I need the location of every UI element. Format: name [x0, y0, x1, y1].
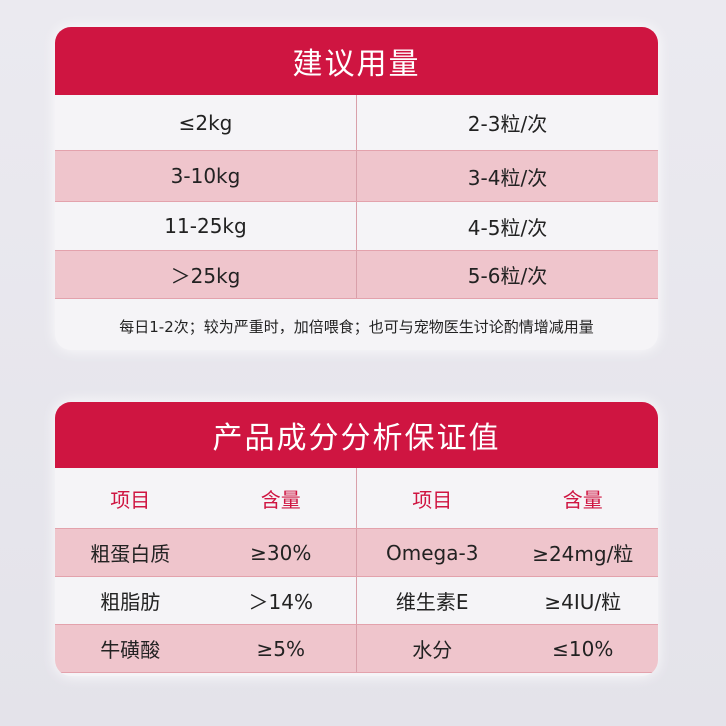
- analysis-half: 项目 含量: [55, 468, 357, 528]
- dosage-row: 3-10kg 3-4粒/次: [55, 151, 658, 202]
- analysis-row: 牛磺酸 ≥5% 水分 ≤10%: [55, 625, 658, 673]
- dosage-card: 建议用量 ≤2kg 2-3粒/次 3-10kg 3-4粒/次 11-25kg 4-5粒/次…: [55, 27, 658, 350]
- analysis-cell: ≤10%: [552, 636, 614, 661]
- analysis-row: 粗脂肪 ＞14% 维生素E ≥4IU/粒: [55, 577, 658, 625]
- dosage-cell: 11-25kg: [55, 202, 357, 250]
- analysis-title: 产品成分分析保证值: [55, 402, 658, 468]
- analysis-half: 粗蛋白质 ≥30%: [55, 529, 357, 576]
- analysis-cell: ≥4IU/粒: [544, 590, 622, 614]
- analysis-half: 维生素E ≥4IU/粒: [357, 577, 658, 624]
- analysis-half: 牛磺酸 ≥5%: [55, 625, 357, 672]
- analysis-cell: ≥5%: [256, 636, 306, 661]
- analysis-cell: 项目: [412, 487, 453, 512]
- analysis-row: 粗蛋白质 ≥30% Omega-3 ≥24mg/粒: [55, 529, 658, 577]
- dosage-cell: 3-10kg: [55, 151, 357, 201]
- dosage-cell: 4-5粒/次: [467, 215, 548, 240]
- analysis-half: 项目 含量: [357, 468, 658, 528]
- dosage-row: ＞25kg 5-6粒/次: [55, 251, 658, 299]
- analysis-cell: 项目: [110, 487, 151, 512]
- analysis-half: Omega-3 ≥24mg/粒: [357, 529, 658, 576]
- dosage-row: 11-25kg 4-5粒/次: [55, 202, 658, 251]
- dosage-cell: ＞25kg: [55, 251, 357, 298]
- analysis-cell: ＞14%: [248, 590, 313, 614]
- analysis-cell: ≥30%: [250, 540, 312, 565]
- analysis-cell: 含量: [260, 487, 301, 512]
- analysis-cell: 含量: [562, 487, 603, 512]
- dosage-table: ≤2kg 2-3粒/次 3-10kg 3-4粒/次 11-25kg 4-5粒/次 ＞25kg…: [55, 95, 658, 299]
- dosage-note: 每日1-2次；较为严重时，加倍喂食；也可与宠物医生讨论酌情增减用量: [119, 318, 594, 336]
- analysis-cell: 牛磺酸: [100, 638, 161, 662]
- analysis-half: 水分 ≤10%: [357, 625, 658, 672]
- analysis-cell: ≥24mg/粒: [532, 542, 634, 566]
- analysis-cell: 粗蛋白质: [90, 542, 171, 566]
- analysis-cell: Omega-3: [386, 540, 479, 565]
- analysis-table: 项目 含量 项目 含量粗蛋白质 ≥30% Omega-3 ≥24mg/粒粗脂肪 ＞14% 维生素…: [55, 468, 658, 673]
- analysis-row: 项目 含量 项目 含量: [55, 468, 658, 529]
- dosage-cell: ≤2kg: [55, 95, 357, 150]
- analysis-cell: 粗脂肪: [100, 590, 161, 614]
- dosage-row: ≤2kg 2-3粒/次: [55, 95, 658, 151]
- dosage-cell: 2-3粒/次: [467, 112, 548, 136]
- analysis-cell: 水分: [412, 638, 453, 662]
- dosage-cell: 3-4粒/次: [467, 165, 548, 190]
- dosage-title: 建议用量: [55, 27, 658, 95]
- dosage-cell: 5-6粒/次: [467, 264, 548, 288]
- analysis-card: 产品成分分析保证值 项目 含量 项目 含量粗蛋白质 ≥30% Omega-3 ≥24mg/粒…: [55, 402, 658, 676]
- analysis-cell: 维生素E: [395, 590, 469, 614]
- analysis-half: 粗脂肪 ＞14%: [55, 577, 357, 624]
